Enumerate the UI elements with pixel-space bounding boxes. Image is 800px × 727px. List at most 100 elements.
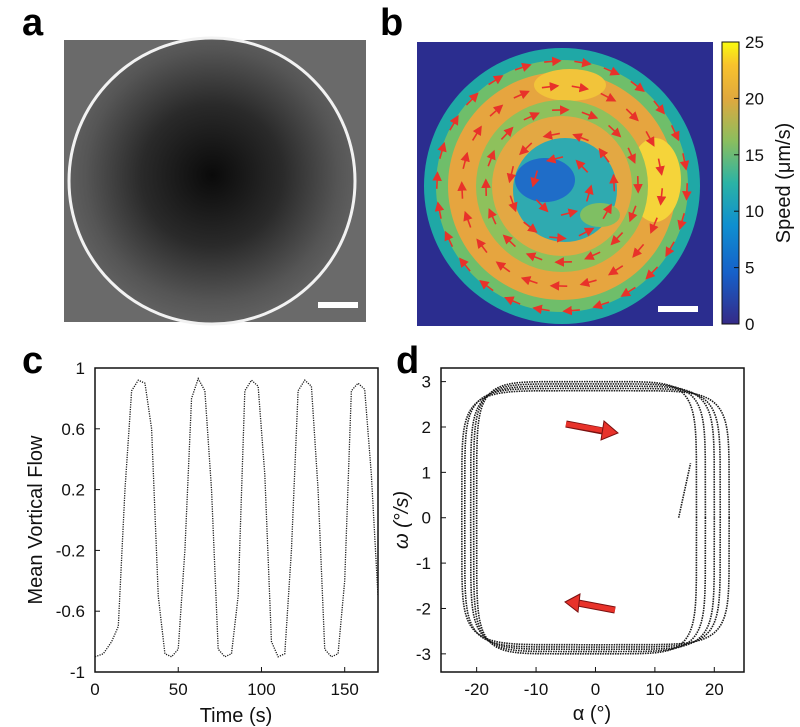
velocity-arrow	[542, 130, 560, 140]
plot-c-xtick-label: 100	[247, 680, 275, 699]
panel-label-b: b	[380, 2, 404, 44]
velocity-arrow	[502, 234, 516, 248]
plot-d-ytick-label: -3	[416, 645, 431, 664]
velocity-arrow	[523, 112, 540, 121]
plot-d-frame	[440, 367, 745, 673]
velocity-arrow	[444, 230, 454, 248]
colorbar: 0 5 10 15 20 25 Speed (μm/s)	[721, 33, 795, 334]
velocity-arrow	[488, 208, 497, 225]
velocity-arrow	[584, 251, 601, 260]
velocity-arrow	[535, 199, 549, 213]
velocity-arrow	[500, 126, 514, 140]
arrow-left-shaft	[577, 600, 616, 613]
plot-c-xtick-label: 50	[169, 680, 188, 699]
colorbar-tick-label: 25	[745, 33, 764, 52]
velocity-arrow	[525, 252, 543, 262]
velocity-arrow	[653, 100, 665, 115]
panel-label-c: c	[22, 340, 44, 382]
velocity-arrow	[578, 227, 595, 237]
velocity-arrow	[476, 238, 488, 254]
velocity-arrow	[514, 62, 532, 72]
arrow-left-head	[564, 593, 581, 613]
plot-d-loop	[469, 385, 716, 651]
plot-c-ytick-label: -1	[70, 663, 85, 682]
plot-d-ytick-label: 1	[422, 463, 431, 482]
velocity-arrow	[627, 147, 636, 164]
velocity-arrow	[572, 133, 589, 143]
velocity-arrow	[649, 217, 659, 234]
velocity-arrow	[479, 280, 494, 292]
velocity-arrow	[544, 56, 562, 67]
velocity-arrow	[549, 233, 567, 243]
heat-hotspot-top	[534, 69, 606, 101]
plot-d-ytick-label: -1	[416, 554, 431, 573]
velocity-arrow	[460, 151, 470, 170]
plot-c-ylabel: Mean Vortical Flow	[25, 435, 47, 605]
velocity-arrow	[655, 158, 665, 176]
plot-d-xtick-label: 0	[591, 680, 600, 699]
panel-c-plot: 0 50 100 150 1 0.6 0.2 -0.2 -0.6 -1 Time (s) Mean…	[25, 359, 379, 727]
velocity-arrow	[513, 90, 530, 100]
velocity-arrow	[463, 210, 473, 228]
velocity-arrow	[679, 153, 690, 171]
plot-c-xtick-label: 0	[90, 680, 99, 699]
velocity-arrow	[575, 159, 589, 173]
plot-c-xlabel: Time (s)	[200, 705, 273, 727]
arrow-right-head	[600, 420, 619, 441]
colorbar-label: Speed (μm/s)	[773, 123, 795, 243]
plot-d-xlabel: α (°)	[573, 703, 611, 725]
velocity-arrow	[560, 208, 579, 218]
plot-d-loop	[475, 380, 698, 655]
plot-d-ytick-label: 0	[422, 509, 431, 528]
velocity-arrow	[677, 213, 687, 231]
droplet-interior	[69, 38, 355, 324]
velocity-arrow	[486, 149, 496, 167]
plot-c-series-line	[94, 377, 379, 658]
velocity-arrow	[562, 305, 580, 316]
plot-d-xtick-label: -10	[524, 680, 549, 699]
velocity-arrow	[432, 171, 442, 189]
scale-bar-b	[658, 306, 698, 312]
plot-c-ytick-label: -0.2	[56, 541, 85, 560]
velocity-arrow	[598, 147, 610, 163]
direction-arrows	[564, 420, 619, 614]
plot-d-ylabel: ω (°/s)	[391, 491, 413, 549]
plot-c-xtick-label: 150	[331, 680, 359, 699]
velocity-arrow	[471, 125, 482, 141]
heat-core	[515, 158, 575, 202]
velocity-arrows	[432, 56, 692, 316]
velocity-arrow	[579, 277, 597, 287]
velocity-arrow	[628, 205, 638, 223]
velocity-arrow	[602, 203, 612, 220]
velocity-arrow	[600, 92, 617, 102]
velocity-arrow	[584, 184, 594, 202]
colorbar-tick-label: 20	[745, 89, 764, 108]
velocity-arrow	[610, 232, 624, 246]
arrow-right-shaft	[565, 421, 607, 434]
plot-d-tail	[677, 463, 692, 518]
velocity-arrow	[508, 195, 518, 213]
velocity-arrow	[571, 82, 590, 93]
velocity-arrow	[459, 257, 471, 272]
colorbar-tick-label: 5	[745, 259, 754, 278]
velocity-arrow	[645, 266, 659, 280]
colorbar-gradient	[721, 41, 740, 325]
panel-label-a: a	[22, 2, 44, 44]
velocity-arrow	[530, 170, 540, 188]
velocity-arrow	[488, 75, 504, 86]
velocity-arrow	[434, 201, 445, 219]
velocity-arrow	[630, 80, 645, 92]
velocity-arrow	[603, 66, 620, 76]
velocity-arrow	[608, 124, 622, 138]
velocity-arrow	[656, 188, 667, 206]
velocity-arrow	[632, 243, 645, 258]
velocity-arrow	[506, 165, 517, 184]
velocity-arrow	[574, 57, 592, 68]
velocity-arrow	[545, 154, 564, 164]
plot-d-loop	[463, 387, 722, 648]
velocity-arrow	[682, 183, 692, 201]
velocity-arrow	[523, 221, 538, 233]
velocity-arrow	[520, 276, 538, 286]
